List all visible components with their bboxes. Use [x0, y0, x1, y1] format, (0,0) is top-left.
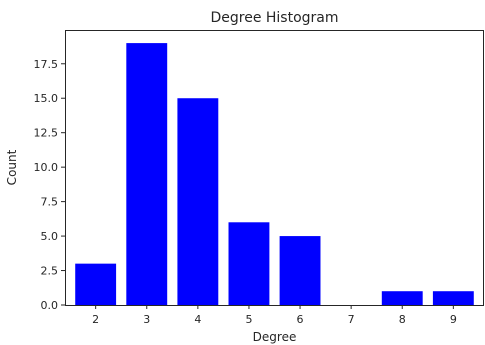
y-tick-label: 10.0: [34, 161, 59, 174]
x-tick-label: 4: [194, 313, 201, 326]
bar-degree-9: [432, 291, 474, 305]
y-tick-label: 2.5: [41, 265, 59, 278]
x-tick-label: 6: [297, 313, 304, 326]
bar-degree-8: [381, 291, 423, 305]
chart-title: Degree Histogram: [210, 10, 338, 26]
y-tick-label: 17.5: [34, 58, 59, 71]
x-tick-label: 9: [450, 313, 457, 326]
bar-degree-4: [177, 98, 219, 305]
bar-degree-5: [228, 222, 270, 305]
y-tick-label: 7.5: [41, 196, 59, 209]
x-tick-label: 2: [92, 313, 99, 326]
x-axis: 2 3 4 5 6 7 8 9: [92, 305, 457, 326]
y-axis-title: Count: [5, 149, 19, 185]
bar-degree-6: [279, 236, 321, 305]
x-tick-label: 8: [399, 313, 406, 326]
x-tick-label: 7: [348, 313, 355, 326]
bars-layer: [75, 43, 474, 305]
y-tick-label: 5.0: [41, 230, 59, 243]
plot-frame: [65, 30, 484, 306]
y-tick-label: 0.0: [41, 299, 59, 312]
x-axis-title: Degree: [253, 330, 297, 344]
x-tick-label: 3: [143, 313, 150, 326]
y-axis: 0.0 2.5 5.0 7.5 10.0 12.5 15.0 17.5: [34, 58, 65, 312]
bar-degree-3: [126, 43, 168, 305]
bar-degree-2: [75, 263, 117, 305]
x-tick-label: 5: [245, 313, 252, 326]
y-tick-label: 12.5: [34, 127, 59, 140]
y-tick-label: 15.0: [34, 92, 59, 105]
